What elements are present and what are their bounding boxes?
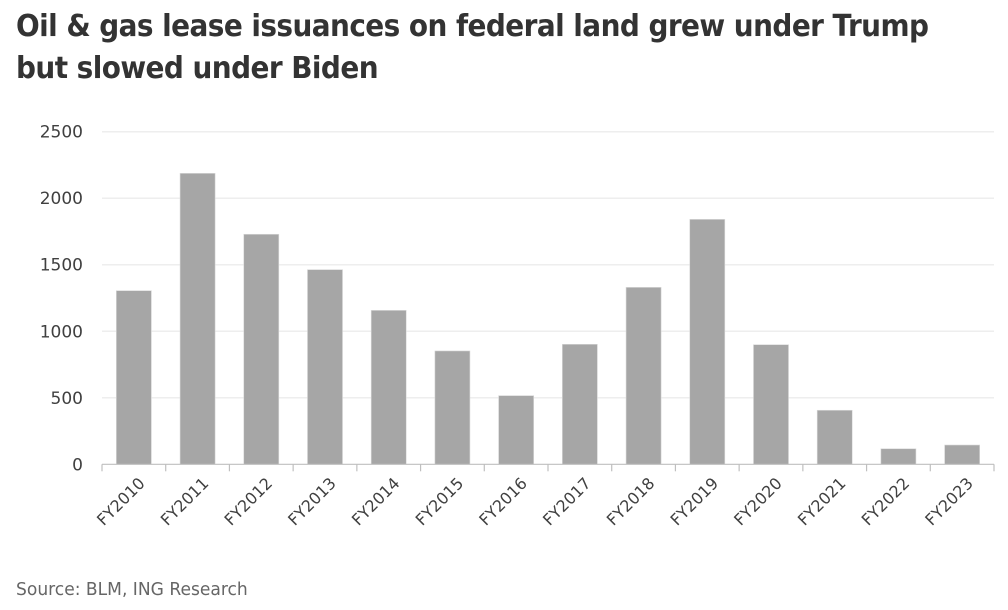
bar-fy2015	[434, 350, 471, 465]
x-axis	[101, 463, 995, 472]
bar-fy2010	[116, 290, 152, 465]
x-tick-label: FY2014	[348, 474, 404, 530]
x-tick-label: FY2011	[157, 474, 213, 530]
bar-fy2023	[944, 444, 980, 465]
y-tick-label: 1500	[40, 256, 83, 276]
x-tick-label: FY2019	[666, 474, 722, 530]
x-tick-label: FY2013	[284, 474, 340, 530]
x-tick-label: FY2017	[539, 474, 595, 530]
chart-title: Oil & gas lease issuances on federal lan…	[16, 9, 929, 86]
y-tick-label: 1000	[40, 322, 83, 342]
x-tick-label: FY2021	[794, 474, 850, 530]
x-tick-label: FY2020	[730, 474, 786, 530]
y-tick-label: 500	[51, 389, 83, 409]
bar-fy2020	[753, 344, 789, 465]
bar-fy2016	[498, 395, 534, 465]
y-tick-label: 2000	[40, 189, 83, 209]
x-axis-tick-labels: FY2010 FY2011 FY2012 FY2013 FY2014 FY2015 FY20…	[93, 474, 977, 530]
x-tick-label: FY2018	[603, 474, 659, 530]
y-tick-label: 0	[72, 455, 83, 475]
y-axis-tick-labels: 0 500 1000 1500 2000 2500	[40, 123, 83, 476]
y-tick-label: 2500	[40, 123, 83, 143]
bar-fy2021	[816, 409, 853, 465]
bar-fy2019	[689, 219, 726, 465]
x-tick-label: FY2010	[93, 474, 149, 530]
gridlines	[102, 130, 994, 399]
x-tick-label: FY2012	[220, 474, 276, 530]
bars	[116, 173, 980, 465]
bar-fy2022	[880, 448, 917, 465]
bar-fy2012	[243, 233, 280, 465]
x-tick-label: FY2022	[858, 474, 914, 530]
x-tick-label: FY2015	[412, 474, 468, 530]
bar-fy2013	[307, 269, 343, 465]
source-note: Source: BLM, ING Research	[16, 579, 248, 600]
bar-fy2011	[179, 173, 216, 465]
x-tick-label: FY2016	[475, 474, 531, 530]
bar-fy2017	[562, 343, 598, 465]
bar-fy2018	[625, 287, 662, 465]
bar-fy2014	[370, 310, 407, 465]
x-tick-label: FY2023	[921, 474, 977, 530]
